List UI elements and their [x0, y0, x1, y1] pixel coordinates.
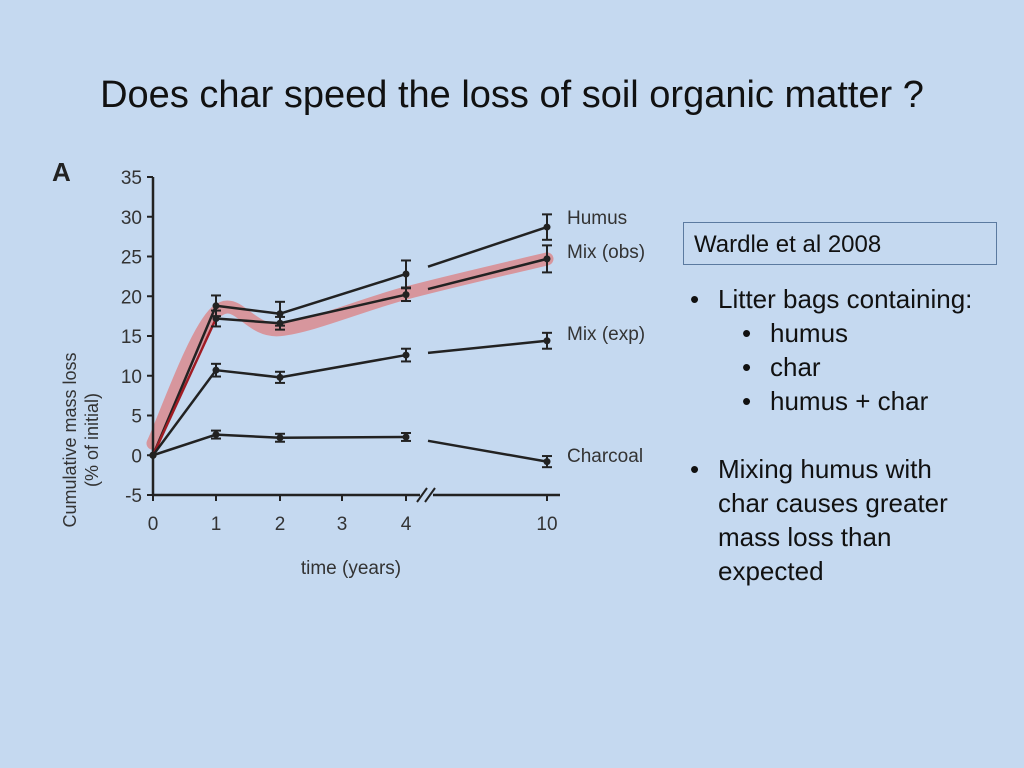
data-point: [543, 458, 551, 466]
bullet-list: • Litter bags containing: • humus • char…: [690, 282, 1020, 588]
bullet-item: • Litter bags containing:: [690, 282, 1020, 316]
series-line-0: [279, 272, 407, 315]
data-point: [543, 337, 551, 345]
series-label: Mix (exp): [567, 324, 645, 345]
data-point: [276, 310, 284, 318]
data-point: [149, 451, 157, 459]
data-point: [402, 351, 410, 359]
bullet-line: mass loss than: [718, 522, 892, 552]
series-line-1: [215, 317, 281, 325]
data-point: [402, 270, 410, 278]
series-line-2: [151, 369, 218, 456]
data-point: [276, 373, 284, 381]
y-axis-label: Cumulative mass loss: [60, 352, 80, 527]
series-line-2: [279, 353, 407, 379]
bullet-text: humus + char: [770, 386, 929, 416]
bullet-line: Mixing humus with: [718, 454, 932, 484]
x-axis-label: time (years): [301, 558, 401, 579]
series-line-3: [152, 433, 217, 457]
y-tick-label: 20: [121, 287, 142, 308]
sub-bullet-item: • humus: [690, 316, 1020, 350]
series-line-1: [427, 257, 548, 291]
bullet-text: humus: [770, 318, 849, 348]
x-tick-label: 2: [275, 514, 286, 535]
series-line-0: [215, 304, 281, 315]
series-line-0: [427, 225, 548, 268]
data-point: [276, 434, 284, 442]
y-tick-label: 0: [131, 446, 142, 467]
series-line-3: [215, 433, 281, 440]
series-label: Mix (obs): [567, 242, 645, 263]
y-tick-label: 5: [131, 407, 142, 428]
series-label: Humus: [567, 208, 627, 229]
data-point: [543, 223, 551, 231]
y-tick-label: 15: [121, 327, 142, 348]
data-point: [212, 366, 220, 374]
mix-obs-highlight-band: [146, 252, 554, 450]
y-tick-label: 35: [121, 168, 142, 189]
bullet-glyph: •: [690, 284, 700, 314]
y-tick-label: -5: [125, 486, 142, 507]
data-point: [543, 255, 551, 263]
x-axis-break-mark: [416, 487, 428, 503]
sub-bullet-item: • humus + char: [690, 384, 1020, 418]
x-tick-label: 1: [211, 514, 222, 535]
y-tick-label: 30: [121, 208, 142, 229]
y-axis-label-units: (% of initial): [82, 393, 102, 487]
bullet-glyph: •: [742, 386, 752, 416]
series-line-1: [279, 293, 407, 325]
data-point: [212, 302, 220, 310]
chart-svg: A Cumulative mass loss (% of initial) ti…: [52, 157, 645, 579]
slide-title: Does char speed the loss of soil organic…: [100, 74, 924, 116]
data-point: [276, 319, 284, 327]
bullet-item: • Mixing humus with char causes greater …: [690, 452, 1020, 588]
data-point: [402, 291, 410, 299]
mass-loss-chart: A Cumulative mass loss (% of initial) ti…: [40, 150, 670, 590]
series-line-1: [151, 317, 218, 456]
x-tick-label: 3: [337, 514, 348, 535]
series-line-3: [279, 435, 407, 440]
y-tick-label: 10: [121, 367, 142, 388]
x-tick-label: 10: [536, 514, 557, 535]
series-line-2: [427, 339, 548, 355]
bullet-glyph: •: [690, 454, 700, 484]
bullet-glyph: •: [742, 318, 752, 348]
data-point: [402, 433, 410, 441]
data-point: [212, 431, 220, 439]
series-line-3: [427, 439, 548, 463]
citation-box: Wardle et al 2008: [683, 222, 997, 265]
x-tick-label: 4: [401, 514, 412, 535]
sub-bullet-item: • char: [690, 350, 1020, 384]
bullet-text: Litter bags containing:: [718, 284, 973, 314]
data-point: [212, 315, 220, 323]
bullet-text: char: [770, 352, 821, 382]
x-axis-break-mark: [424, 487, 436, 503]
bullet-line: char causes greater: [718, 488, 948, 518]
series-line-2: [215, 368, 281, 379]
bullet-line: expected: [718, 556, 824, 586]
series-label: Charcoal: [567, 446, 643, 467]
bullet-text: Mixing humus with char causes greater ma…: [718, 452, 948, 588]
y-tick-label: 25: [121, 248, 142, 269]
bullet-glyph: •: [742, 352, 752, 382]
panel-label: A: [52, 157, 71, 187]
x-tick-label: 0: [148, 514, 159, 535]
